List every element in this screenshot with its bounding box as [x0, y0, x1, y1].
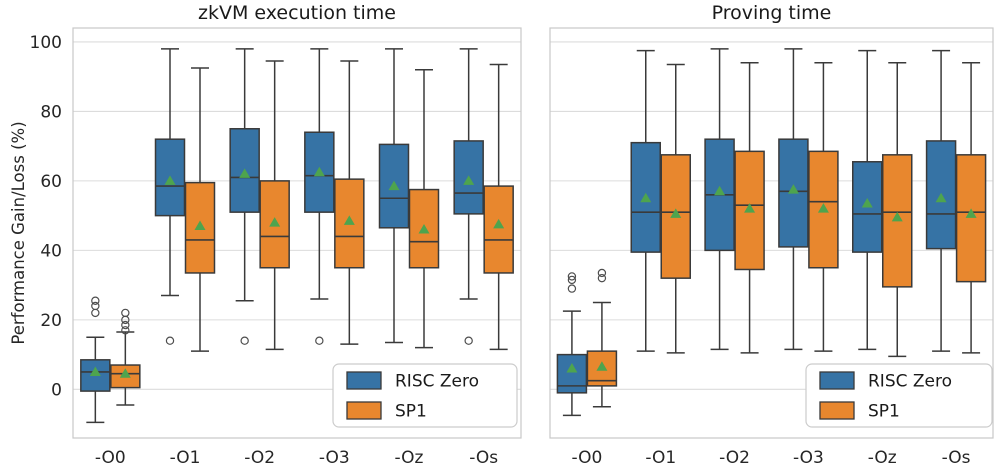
right-risc_zero-O1-mean-marker — [640, 192, 652, 203]
right-risc_zero-O0-flier-0 — [567, 284, 577, 293]
left-sp1-Oz-mean-marker — [418, 224, 430, 234]
left-xtick-O0: -O0 — [95, 448, 126, 468]
left-axes-frame — [72, 27, 522, 439]
left-legend-swatch-sp1 — [346, 401, 382, 420]
left-xtick-Oz: -Oz — [395, 448, 424, 468]
left-sp1-O0-flier-3 — [121, 308, 130, 318]
left-risc_zero-O2-mean-marker — [239, 168, 251, 178]
left-risc_zero-O0-flier-0 — [91, 308, 100, 318]
right-sp1-O1-mean-marker — [670, 208, 682, 218]
left-ytick-100: 100 — [30, 33, 62, 53]
left-sp1-O2-mean-marker — [269, 217, 281, 227]
right-sp1-O0-flier-1 — [597, 268, 607, 278]
left-xtick-O3: -O3 — [319, 448, 350, 468]
right-sp1-O2-mean-marker — [744, 203, 756, 213]
left-risc_zero-Os-flier-0 — [464, 336, 473, 345]
left-risc_zero-O0-mean-marker — [89, 366, 101, 376]
left-ytick-20: 20 — [40, 311, 62, 331]
right-legend-swatch-risc_zero — [819, 371, 855, 390]
right-legend-swatch-sp1 — [819, 401, 855, 420]
right-sp1-Os-box — [955, 154, 987, 283]
right-axes-frame — [549, 27, 994, 439]
right-risc_zero-Os-mean-marker — [935, 192, 947, 203]
right-risc_zero-O0-flier-1 — [567, 275, 577, 285]
right-risc_zero-O2-mean-marker — [714, 185, 726, 196]
left-sp1-O0-mean-marker — [119, 368, 131, 378]
right-risc_zero-O3-mean-marker — [787, 184, 799, 194]
right-xtick-Oz: -Oz — [868, 448, 897, 468]
left-risc_zero-O2-flier-0 — [240, 336, 249, 345]
right-xtick-O3: -O3 — [793, 448, 824, 468]
left-xtick-O2: -O2 — [244, 448, 275, 468]
right-xtick-Os: -Os — [942, 448, 971, 468]
right-sp1-O3-mean-marker — [817, 203, 829, 213]
right-risc_zero-O0-mean-marker — [566, 363, 578, 373]
left-sp1-O1-box — [184, 181, 216, 274]
right-sp1-Os-mean-marker — [965, 208, 977, 218]
subplot-title-zkvm-execution-time: zkVM execution time — [198, 2, 396, 24]
left-legend-label-sp1: SP1 — [395, 402, 427, 422]
left-risc_zero-O1-flier-0 — [165, 336, 175, 345]
left-ytick-0: 0 — [51, 380, 62, 400]
left-sp1-Os-box — [483, 185, 514, 274]
subplot-title-proving-time: Proving time — [711, 2, 832, 24]
right-risc_zero-O0-flier-2 — [567, 272, 577, 281]
right-xtick-O2: -O2 — [719, 448, 750, 468]
right-xtick-O0: -O0 — [572, 448, 603, 468]
left-risc_zero-O0-flier-2 — [91, 296, 100, 305]
left-ytick-80: 80 — [40, 102, 62, 122]
right-risc_zero-O0-box — [556, 353, 588, 394]
left-ytick-40: 40 — [40, 241, 62, 261]
right-sp1-O0-mean-marker — [596, 361, 608, 371]
left-risc_zero-O1-mean-marker — [164, 175, 176, 185]
left-xtick-Os: -Os — [469, 448, 498, 468]
right-sp1-Oz-mean-marker — [891, 211, 903, 222]
right-risc_zero-Os-box — [925, 140, 957, 250]
left-sp1-O0-flier-0 — [121, 326, 130, 335]
left-risc_zero-O1-box — [154, 138, 186, 217]
left-xtick-O1: -O1 — [170, 448, 201, 468]
left-sp1-O0-flier-1 — [121, 320, 130, 330]
left-sp1-O3-mean-marker — [343, 215, 355, 225]
left-risc_zero-Oz-mean-marker — [388, 180, 400, 191]
left-ytick-60: 60 — [40, 172, 62, 192]
left-sp1-O1-mean-marker — [194, 220, 206, 231]
left-risc_zero-O3-flier-0 — [315, 336, 324, 345]
right-legend-label-sp1: SP1 — [868, 402, 900, 422]
left-risc_zero-O0-flier-1 — [91, 301, 100, 311]
right-legend-label-risc_zero: RISC Zero — [868, 372, 952, 392]
right-xtick-O1: -O1 — [645, 448, 676, 468]
left-risc_zero-Os-mean-marker — [463, 175, 475, 185]
right-sp1-O0-flier-0 — [597, 273, 607, 283]
left-legend-swatch-risc_zero — [346, 371, 382, 390]
left-legend-label-risc_zero: RISC Zero — [395, 372, 479, 392]
left-sp1-Os-mean-marker — [493, 218, 505, 229]
left-risc_zero-O3-mean-marker — [313, 166, 325, 177]
right-risc_zero-Oz-mean-marker — [861, 197, 873, 208]
